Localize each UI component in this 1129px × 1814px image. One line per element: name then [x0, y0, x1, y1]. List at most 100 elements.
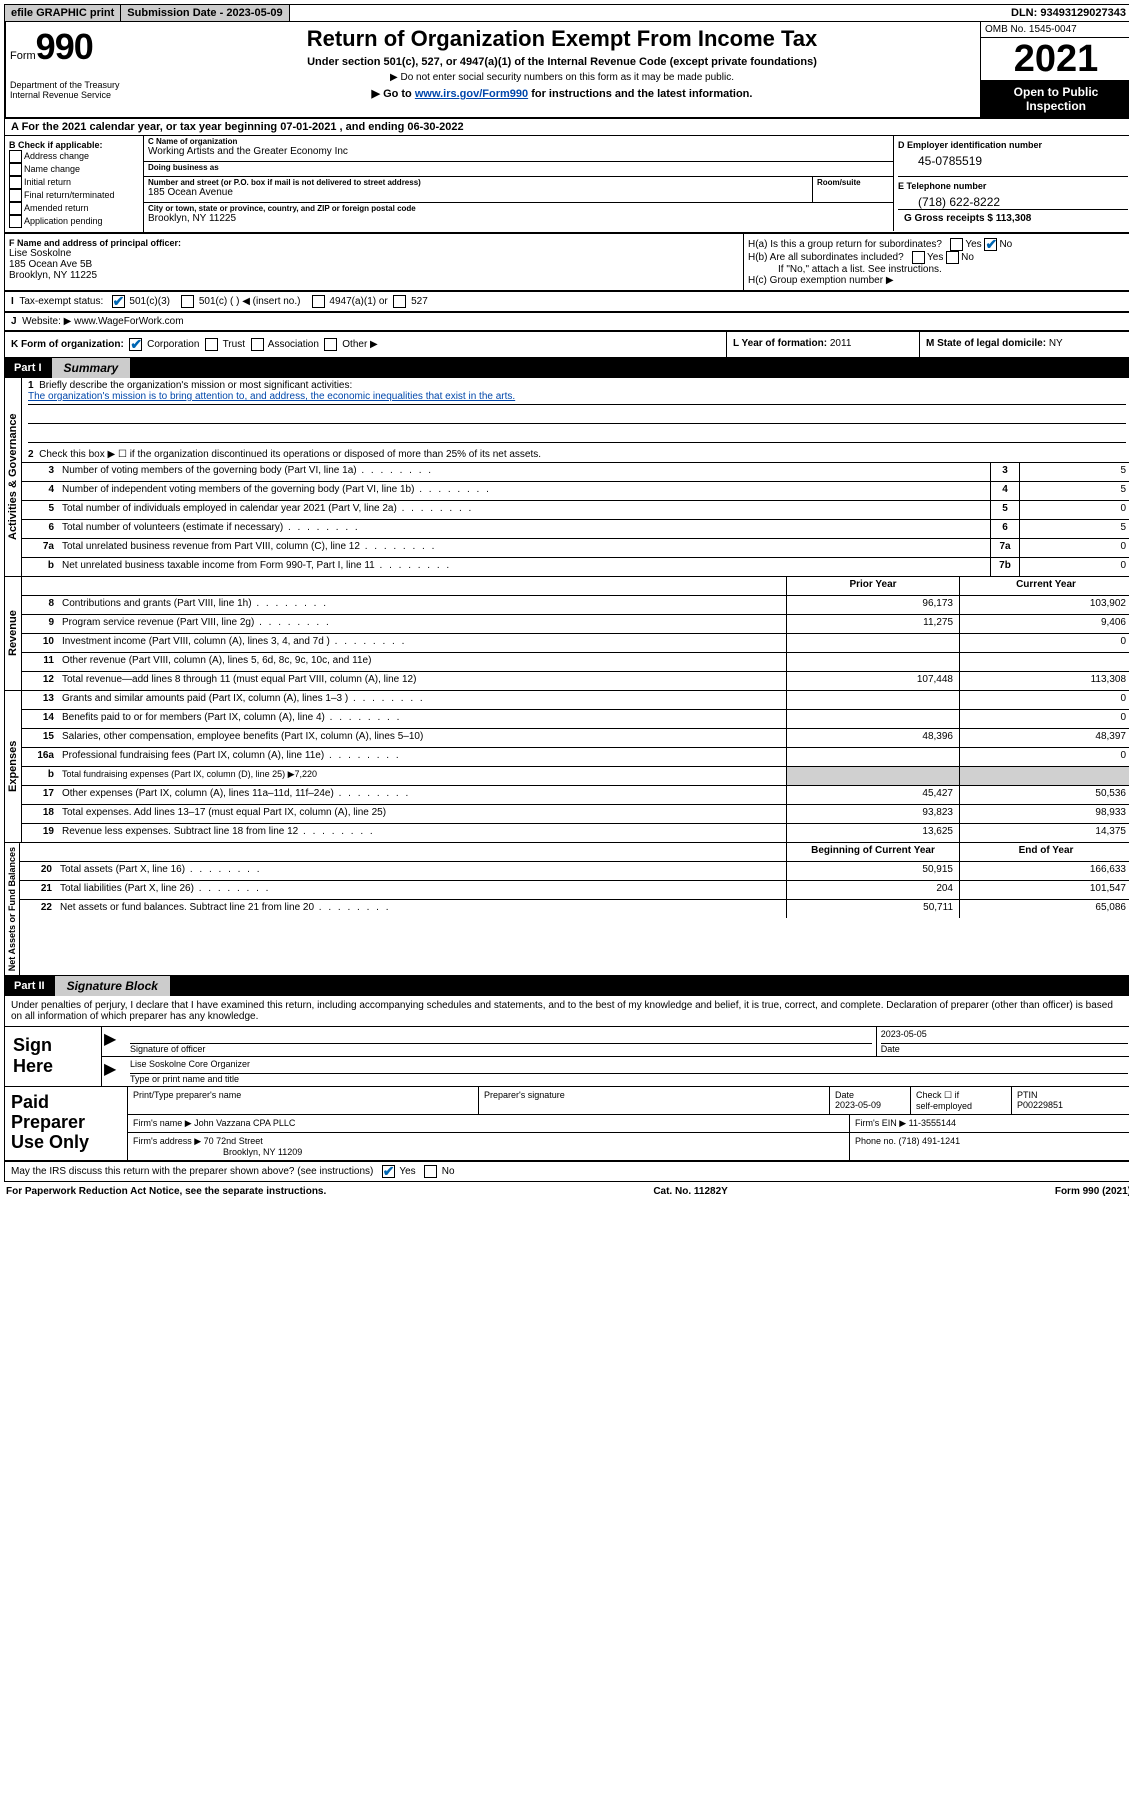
summary-expenses: Expenses 13Grants and similar amounts pa… — [4, 691, 1129, 843]
box-b-header: B Check if applicable: — [9, 140, 139, 150]
part1-header: Part I Summary — [4, 358, 1129, 378]
officer-addr1: 185 Ocean Ave 5B — [9, 259, 739, 270]
phone-value: (718) 622-8222 — [898, 191, 1128, 209]
line21-text: Total liabilities (Part X, line 26) — [60, 883, 194, 894]
line11-text: Other revenue (Part VIII, column (A), li… — [62, 655, 371, 666]
line5-text: Total number of individuals employed in … — [62, 503, 397, 514]
ha-row: H(a) Is this a group return for subordin… — [748, 238, 1128, 251]
part1-num: Part I — [4, 359, 52, 377]
line9-py: 11,275 — [786, 615, 959, 633]
line3-val: 5 — [1020, 463, 1129, 481]
line1-label: Briefly describe the organization's miss… — [39, 380, 352, 391]
part2-num: Part II — [4, 977, 55, 995]
cb-name-change[interactable]: Name change — [9, 163, 139, 176]
line17-text: Other expenses (Part IX, column (A), lin… — [62, 788, 334, 799]
eoy-hdr: End of Year — [959, 843, 1129, 861]
cb-association[interactable] — [251, 338, 264, 351]
row-j-website: J Website: ▶ www.WageForWork.com — [4, 312, 1129, 331]
cb-other[interactable] — [324, 338, 337, 351]
cb-trust[interactable] — [205, 338, 218, 351]
hb-no[interactable] — [946, 251, 959, 264]
irs-link[interactable]: www.irs.gov/Form990 — [415, 88, 528, 100]
discuss-yes[interactable] — [382, 1165, 395, 1178]
line4-val: 5 — [1020, 482, 1129, 500]
submission-date-button[interactable]: Submission Date - 2023-05-09 — [121, 5, 289, 21]
line21-cy: 101,547 — [959, 881, 1129, 899]
state-domicile: M State of legal domicile: NY — [920, 332, 1129, 357]
k-label: K Form of organization: — [11, 339, 124, 350]
cb-amended-return[interactable]: Amended return — [9, 202, 139, 215]
line17-py: 45,427 — [786, 786, 959, 804]
line15-cy: 48,397 — [959, 729, 1129, 747]
ha-no[interactable] — [984, 238, 997, 251]
dba-label: Doing business as — [144, 162, 893, 172]
line22-cy: 65,086 — [959, 900, 1129, 918]
bcy-hdr: Beginning of Current Year — [786, 843, 959, 861]
firm-addr1: 70 72nd Street — [204, 1136, 263, 1146]
officer-name: Lise Soskolne — [9, 248, 739, 259]
tax-year: 2021 — [981, 38, 1129, 81]
footer-mid: Cat. No. 11282Y — [653, 1186, 727, 1197]
part2-title: Signature Block — [55, 976, 170, 996]
cb-application-pending[interactable]: Application pending — [9, 215, 139, 228]
firm-phone: (718) 491-1241 — [899, 1136, 961, 1146]
line11-cy — [959, 653, 1129, 671]
officer-addr2: Brooklyn, NY 11225 — [9, 270, 739, 281]
current-year-hdr: Current Year — [959, 577, 1129, 595]
line22-py: 50,711 — [786, 900, 959, 918]
line9-text: Program service revenue (Part VIII, line… — [62, 617, 254, 628]
line14-text: Benefits paid to or for members (Part IX… — [62, 712, 325, 723]
hc-row: H(c) Group exemption number ▶ — [748, 275, 1128, 286]
row-klm: K Form of organization: Corporation Trus… — [4, 331, 1129, 358]
line7b-val: 0 — [1020, 558, 1129, 576]
line17-cy: 50,536 — [959, 786, 1129, 804]
ptin-value: P00229851 — [1017, 1100, 1063, 1110]
cb-4947[interactable] — [312, 295, 325, 308]
type-name-label: Type or print name and title — [130, 1074, 239, 1084]
cb-address-change[interactable]: Address change — [9, 150, 139, 163]
cb-527[interactable] — [393, 295, 406, 308]
part2-header: Part II Signature Block — [4, 976, 1129, 996]
irs-label: Internal Revenue Service — [10, 90, 140, 100]
line12-text: Total revenue—add lines 8 through 11 (mu… — [62, 674, 416, 685]
cb-corporation[interactable] — [129, 338, 142, 351]
cb-initial-return[interactable]: Initial return — [9, 176, 139, 189]
dln: DLN: 93493129027343 — [1005, 5, 1129, 21]
ha-yes[interactable] — [950, 238, 963, 251]
summary-revenue: Revenue Prior YearCurrent Year 8Contribu… — [4, 577, 1129, 691]
cb-final-return[interactable]: Final return/terminated — [9, 189, 139, 202]
summary-activities: Activities & Governance 1 Briefly descri… — [4, 378, 1129, 577]
firm-ein: 11-3555144 — [909, 1118, 956, 1128]
footer-left: For Paperwork Reduction Act Notice, see … — [6, 1186, 326, 1197]
hb-yes[interactable] — [912, 251, 925, 264]
ein-label: D Employer identification number — [898, 140, 1128, 150]
top-bar: efile GRAPHIC print Submission Date - 20… — [4, 4, 1129, 22]
discuss-no[interactable] — [424, 1165, 437, 1178]
officer-label: F Name and address of principal officer: — [9, 238, 739, 248]
sidebar-netassets: Net Assets or Fund Balances — [5, 843, 20, 975]
cb-501c[interactable] — [181, 295, 194, 308]
city-label: City or town, state or province, country… — [144, 203, 893, 213]
line16b-cy — [959, 767, 1129, 785]
cb-501c3[interactable] — [112, 295, 125, 308]
hb-row: H(b) Are all subordinates included? Yes … — [748, 251, 1128, 264]
line10-cy: 0 — [959, 634, 1129, 652]
ein-value: 45-0785519 — [898, 150, 1128, 168]
section-bcde: B Check if applicable: Address change Na… — [4, 136, 1129, 233]
form-header: Form990 Department of the Treasury Inter… — [4, 22, 1129, 119]
line6-text: Total number of volunteers (estimate if … — [62, 522, 283, 533]
sig-date: 2023-05-05 — [881, 1029, 1128, 1044]
firm-addr-label: Firm's address ▶ — [133, 1136, 204, 1146]
subdate-label: Submission Date - — [127, 7, 226, 19]
line21-py: 204 — [786, 881, 959, 899]
tax-period: A For the 2021 calendar year, or tax yea… — [4, 119, 1129, 136]
section-fh: F Name and address of principal officer:… — [4, 233, 1129, 291]
arrow-icon: ▶ — [102, 1027, 126, 1056]
line20-py: 50,915 — [786, 862, 959, 880]
line19-text: Revenue less expenses. Subtract line 18 … — [62, 826, 298, 837]
city-value: Brooklyn, NY 11225 — [144, 213, 893, 228]
efile-print-button[interactable]: efile GRAPHIC print — [5, 5, 121, 21]
sign-here-label: Sign Here — [5, 1027, 101, 1086]
dept-treasury: Department of the Treasury — [10, 80, 140, 90]
paid-preparer-block: Paid Preparer Use Only Print/Type prepar… — [4, 1087, 1129, 1161]
